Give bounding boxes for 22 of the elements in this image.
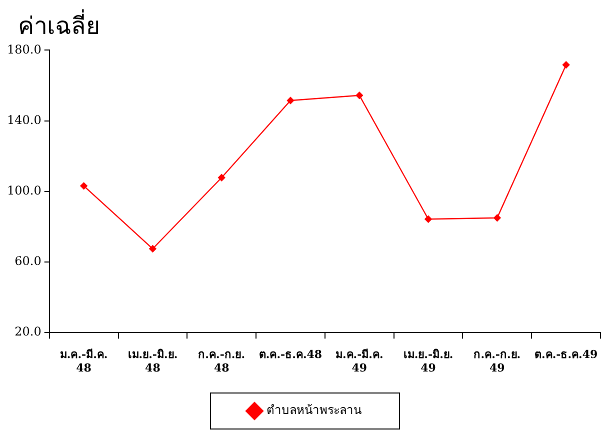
- legend-label: ตำบลหน้าพระลาน: [266, 403, 362, 418]
- x-tick-label: เม.ย.-มิ.ย. 49: [403, 348, 454, 374]
- point: [424, 216, 432, 223]
- point: [80, 182, 88, 190]
- x-tick-label: ม.ค.-มี.ค. 48: [60, 348, 108, 374]
- point: [562, 61, 570, 68]
- x-tick-label: ต.ค.-ธ.ค.48: [258, 348, 322, 362]
- point: [494, 214, 501, 222]
- x-tick-label: ก.ค.-ก.ย. 48: [198, 348, 246, 374]
- y-tick-label: 60.0: [14, 254, 42, 268]
- x-tick-label: ก.ค.-ก.ย. 49: [474, 348, 521, 374]
- y-tick-label: 180.0: [6, 42, 42, 56]
- y-tick-label: 140.0: [6, 112, 42, 127]
- y-tick-label: 20.0: [14, 324, 42, 339]
- point: [218, 174, 226, 182]
- x-tick-label: ต.ค.-ธ.ค.49: [534, 348, 598, 362]
- point: [149, 245, 156, 252]
- point: [356, 92, 363, 99]
- point: [286, 96, 294, 104]
- x-tick-label: ม.ค.-มี.ค. 49: [335, 348, 384, 374]
- x-tick-label: เม.ย.-มิ.ย. 48: [128, 348, 178, 374]
- y-tick-label: 100.0: [6, 184, 42, 198]
